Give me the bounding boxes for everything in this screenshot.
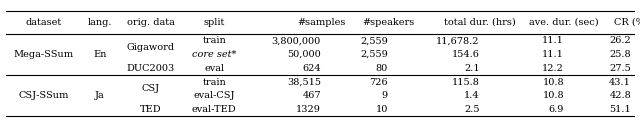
- Text: 1329: 1329: [296, 105, 321, 114]
- Text: 154.6: 154.6: [452, 50, 479, 59]
- Text: 3,800,000: 3,800,000: [272, 36, 321, 45]
- Text: 9: 9: [382, 91, 388, 100]
- Text: 38,515: 38,515: [287, 78, 321, 87]
- Text: Ja: Ja: [95, 91, 105, 100]
- Text: 51.1: 51.1: [609, 105, 631, 114]
- Text: 10.8: 10.8: [543, 91, 564, 100]
- Text: CSJ-SSum: CSJ-SSum: [18, 91, 68, 100]
- Text: eval: eval: [204, 64, 225, 73]
- Text: Gigaword: Gigaword: [127, 43, 175, 52]
- Text: DUC2003: DUC2003: [127, 64, 175, 73]
- Text: 26.2: 26.2: [609, 36, 631, 45]
- Text: CSJ: CSJ: [142, 84, 160, 93]
- Text: eval-TED: eval-TED: [192, 105, 237, 114]
- Text: core set*: core set*: [192, 50, 236, 59]
- Text: 2,559: 2,559: [360, 36, 388, 45]
- Text: 115.8: 115.8: [452, 78, 479, 87]
- Text: 27.5: 27.5: [609, 64, 631, 73]
- Text: #speakers: #speakers: [362, 18, 414, 27]
- Text: 726: 726: [369, 78, 388, 87]
- Text: 12.2: 12.2: [542, 64, 564, 73]
- Text: orig. data: orig. data: [127, 18, 175, 27]
- Text: En: En: [93, 50, 106, 59]
- Text: 2.5: 2.5: [464, 105, 479, 114]
- Text: 6.9: 6.9: [548, 105, 564, 114]
- Text: 25.8: 25.8: [609, 50, 631, 59]
- Text: dataset: dataset: [25, 18, 61, 27]
- Text: 42.8: 42.8: [609, 91, 631, 100]
- Text: 2.1: 2.1: [464, 64, 479, 73]
- Text: CR (%): CR (%): [614, 18, 640, 27]
- Text: train: train: [202, 36, 226, 45]
- Text: lang.: lang.: [88, 18, 112, 27]
- Text: 624: 624: [302, 64, 321, 73]
- Text: TED: TED: [140, 105, 162, 114]
- Text: 50,000: 50,000: [287, 50, 321, 59]
- Text: 10.8: 10.8: [543, 78, 564, 87]
- Text: train: train: [202, 78, 226, 87]
- Text: 43.1: 43.1: [609, 78, 631, 87]
- Text: split: split: [204, 18, 225, 27]
- Text: 80: 80: [376, 64, 388, 73]
- Text: 2,559: 2,559: [360, 50, 388, 59]
- Text: 11.1: 11.1: [542, 36, 564, 45]
- Text: 11.1: 11.1: [542, 50, 564, 59]
- Text: Mega-SSum: Mega-SSum: [13, 50, 74, 59]
- Text: ave. dur. (sec): ave. dur. (sec): [529, 18, 599, 27]
- Text: #samples: #samples: [297, 18, 345, 27]
- Text: 467: 467: [302, 91, 321, 100]
- Text: eval-CSJ: eval-CSJ: [193, 91, 235, 100]
- Text: 1.4: 1.4: [464, 91, 479, 100]
- Text: 10: 10: [376, 105, 388, 114]
- Text: total dur. (hrs): total dur. (hrs): [444, 18, 515, 27]
- Text: 11,678.2: 11,678.2: [436, 36, 479, 45]
